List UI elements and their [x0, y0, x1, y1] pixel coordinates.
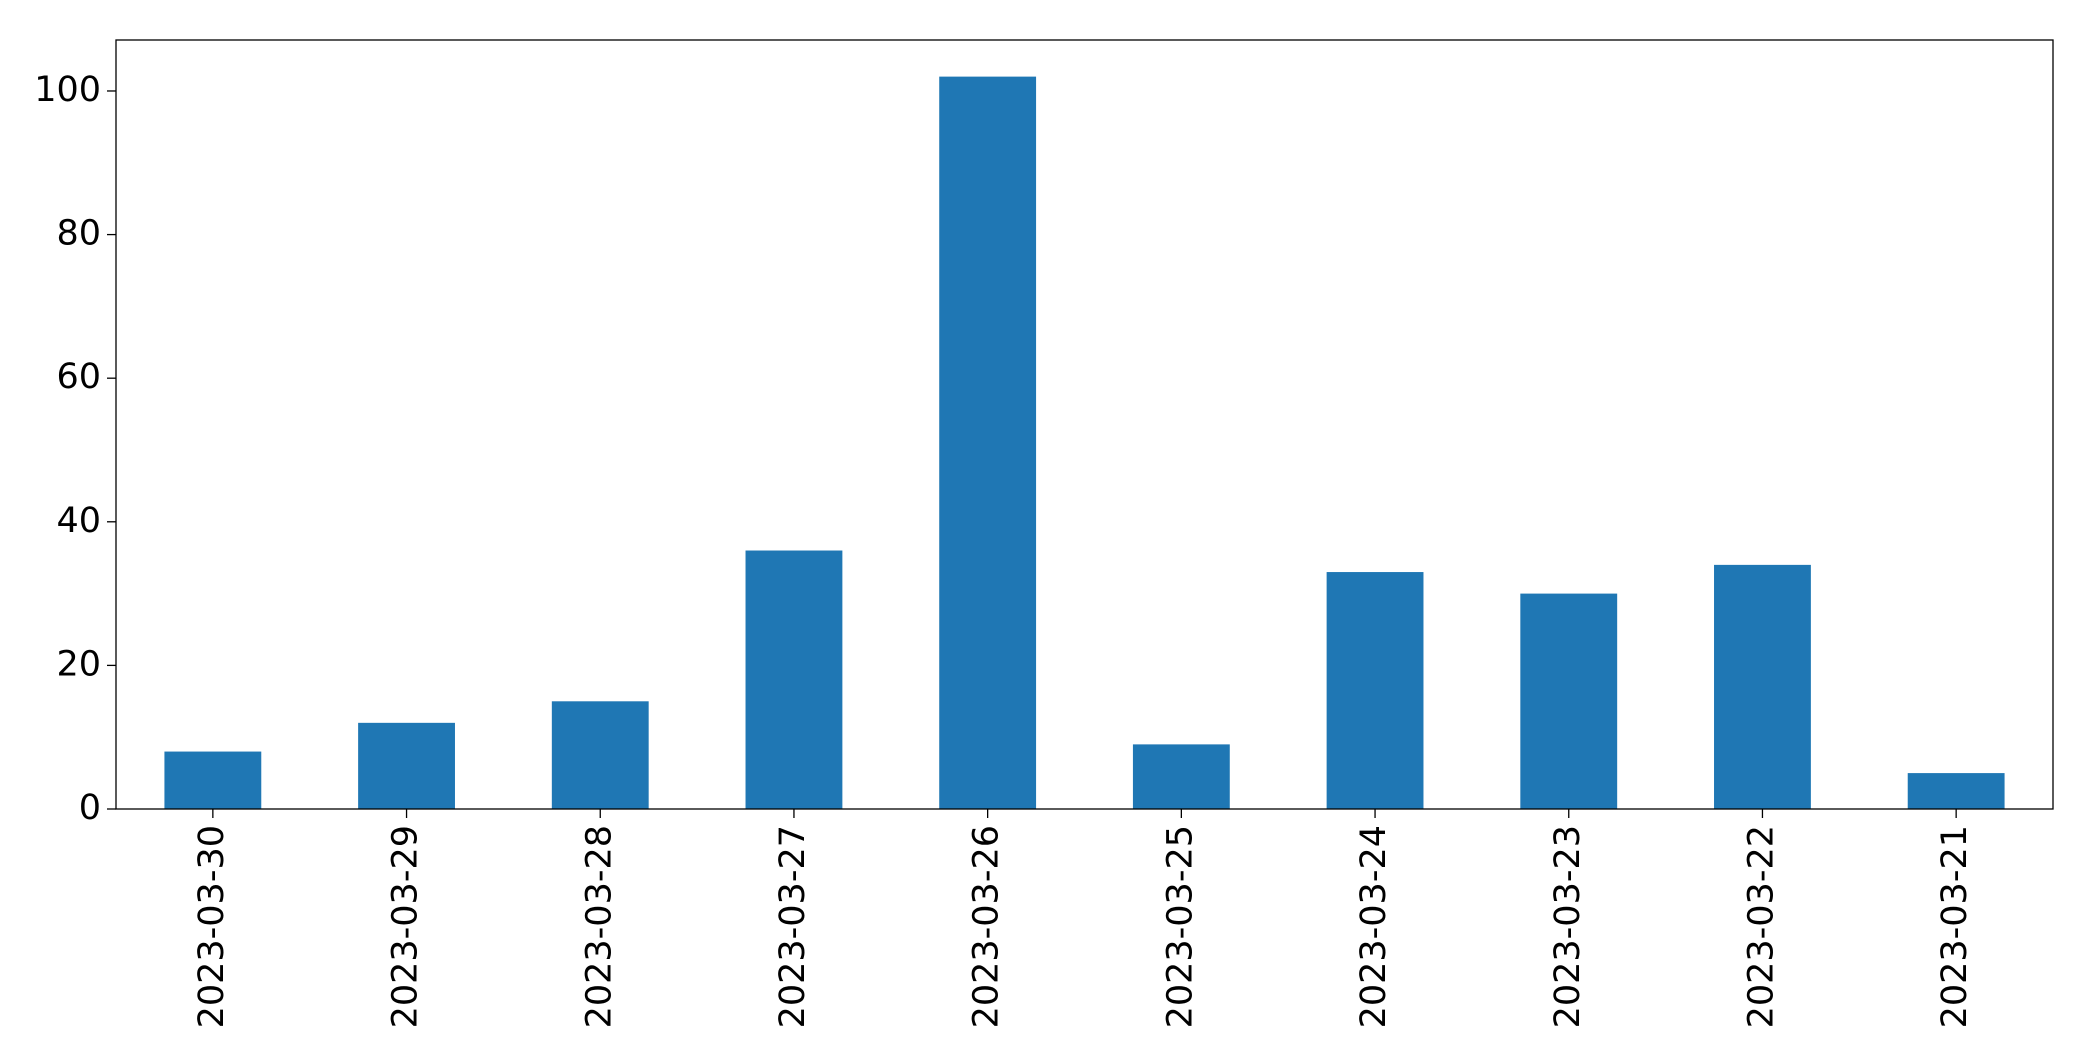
y-tick-label: 60: [56, 357, 101, 397]
x-tick-label: 2023-03-23: [1548, 825, 1588, 1028]
x-tick-label: 2023-03-24: [1354, 825, 1394, 1028]
x-tick-label: 2023-03-28: [579, 825, 619, 1028]
y-tick-label: 80: [56, 214, 101, 254]
bar: [939, 76, 1037, 810]
bar: [164, 751, 262, 809]
bar: [1714, 564, 1811, 809]
x-tick-label: 2023-03-21: [1935, 825, 1975, 1028]
y-tick-label: 40: [56, 501, 101, 541]
x-tick-label: 2023-03-26: [967, 825, 1007, 1028]
bar: [1132, 744, 1230, 809]
x-tick-label: 2023-03-25: [1160, 825, 1200, 1028]
x-tick-label: 2023-03-29: [386, 825, 426, 1028]
x-tick-label: 2023-03-30: [192, 825, 232, 1028]
bar: [1326, 572, 1424, 809]
bar: [1520, 593, 1618, 809]
x-tick-label: 2023-03-22: [1741, 825, 1781, 1028]
bar: [358, 722, 455, 809]
x-tick-label: 2023-03-27: [773, 825, 813, 1028]
bar: [551, 701, 649, 809]
y-tick-label: 20: [56, 644, 101, 684]
y-tick-label: 100: [34, 70, 101, 110]
bar: [1907, 773, 2005, 809]
plot-frame: [115, 39, 2054, 810]
bar: [745, 550, 843, 809]
y-tick-label: 0: [79, 788, 101, 828]
